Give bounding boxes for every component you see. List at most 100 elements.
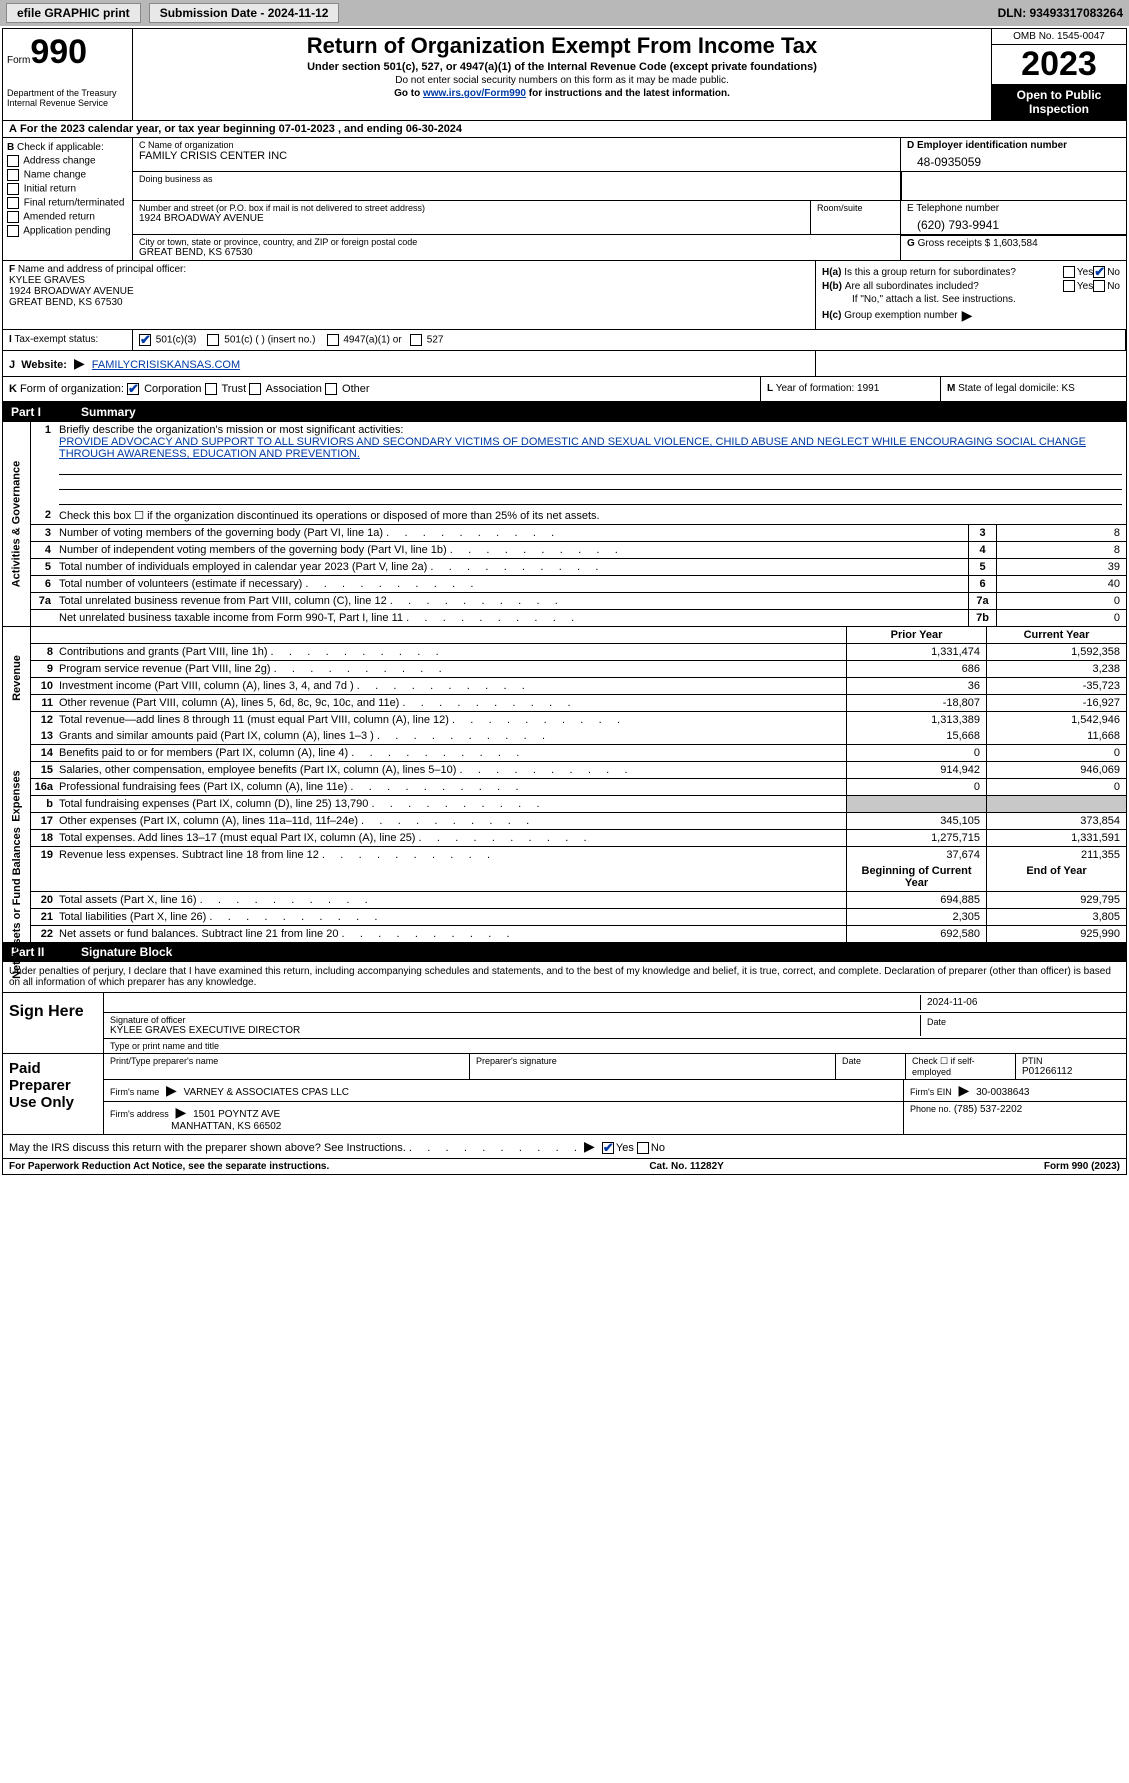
perjury-statement: Under penalties of perjury, I declare th…: [3, 962, 1126, 992]
prior-val: 694,885: [846, 892, 986, 908]
other-label: Other: [342, 383, 370, 395]
application-pending-checkbox[interactable]: [7, 225, 19, 237]
line-num: [31, 610, 55, 626]
prior-val: 686: [846, 661, 986, 677]
firm-addr2: MANHATTAN, KS 66502: [171, 1121, 281, 1132]
line-num: 16a: [31, 779, 55, 795]
part2-title: Signature Block: [81, 945, 172, 959]
current-val: 1,331,591: [986, 830, 1126, 846]
amended-return-checkbox[interactable]: [7, 211, 19, 223]
label-ha: H(a): [822, 267, 841, 278]
discuss-text: May the IRS discuss this return with the…: [9, 1142, 406, 1154]
501c-checkbox[interactable]: [207, 334, 219, 346]
ha-yes-checkbox[interactable]: [1063, 266, 1075, 278]
line-text: Salaries, other compensation, employee b…: [55, 762, 846, 778]
line-box: 4: [968, 542, 996, 558]
current-val: [986, 796, 1126, 812]
label-m: M: [947, 383, 955, 394]
dept-treasury: Department of the Treasury Internal Reve…: [7, 88, 128, 108]
label-b: B: [7, 142, 14, 153]
arrow-icon: ▶: [176, 1104, 187, 1120]
final-return-label: Final return/terminated: [24, 198, 125, 209]
name-change-label: Name change: [24, 170, 86, 181]
assoc-checkbox[interactable]: [249, 383, 261, 395]
preparer-date-label: Date: [842, 1056, 899, 1066]
current-val: 3,805: [986, 909, 1126, 925]
gross-receipts-value: 1,603,584: [993, 238, 1038, 249]
line-num: 6: [31, 576, 55, 592]
line-text: Other expenses (Part IX, column (A), lin…: [55, 813, 846, 829]
revenue-section: Revenue Prior YearCurrent Year 8Contribu…: [3, 626, 1126, 728]
final-return-checkbox[interactable]: [7, 197, 19, 209]
address-change-label: Address change: [23, 156, 95, 167]
sign-here-label: Sign Here: [3, 993, 103, 1053]
sig-date: 2024-11-06: [920, 995, 1120, 1010]
form-footer: For Paperwork Reduction Act Notice, see …: [3, 1159, 1126, 1174]
ein-value: 48-0935059: [907, 151, 1120, 169]
trust-checkbox[interactable]: [205, 383, 217, 395]
efile-button[interactable]: efile GRAPHIC print: [6, 3, 141, 23]
501c3-checkbox[interactable]: [139, 334, 151, 346]
discuss-row: May the IRS discuss this return with the…: [3, 1135, 1126, 1159]
label-f: F: [9, 264, 15, 275]
line-num: 9: [31, 661, 55, 677]
line-val: 8: [996, 525, 1126, 541]
side-rev: Revenue: [11, 655, 23, 701]
label-a: A: [9, 123, 17, 135]
discuss-no-checkbox[interactable]: [637, 1142, 649, 1154]
line-num: 11: [31, 695, 55, 711]
city-label: City or town, state or province, country…: [139, 237, 894, 247]
row-a-period: A For the 2023 calendar year, or tax yea…: [3, 121, 1126, 138]
paperwork-notice: For Paperwork Reduction Act Notice, see …: [9, 1161, 329, 1172]
ptin-label: PTIN: [1022, 1056, 1120, 1066]
prior-val: 1,331,474: [846, 644, 986, 660]
501c-label: 501(c) ( ) (insert no.): [224, 335, 315, 346]
arrow-icon: ▶: [166, 1082, 177, 1098]
irs-link[interactable]: www.irs.gov/Form990: [423, 88, 526, 99]
date-label: Date: [927, 1017, 1114, 1027]
line-val: 0: [996, 610, 1126, 626]
prior-val: 1,313,389: [846, 712, 986, 728]
discuss-yes-checkbox[interactable]: [602, 1142, 614, 1154]
org-name: FAMILY CRISIS CENTER INC: [139, 150, 894, 162]
prior-val: 1,275,715: [846, 830, 986, 846]
line-box: 7b: [968, 610, 996, 626]
line-num: 15: [31, 762, 55, 778]
corp-checkbox[interactable]: [127, 383, 139, 395]
phone-value: (620) 793-9941: [907, 214, 1120, 232]
line-text: Total number of volunteers (estimate if …: [55, 576, 968, 592]
initial-return-checkbox[interactable]: [7, 183, 19, 195]
label-j: J: [9, 359, 15, 371]
label-i: I: [9, 334, 12, 345]
hb-no-checkbox[interactable]: [1093, 280, 1105, 292]
line-text: Total liabilities (Part X, line 26): [55, 909, 846, 925]
hb-yes-checkbox[interactable]: [1063, 280, 1075, 292]
4947-checkbox[interactable]: [327, 334, 339, 346]
current-val: 0: [986, 745, 1126, 761]
hb-text: Are all subordinates included?: [845, 281, 1063, 292]
line-num: 10: [31, 678, 55, 694]
tax-year: 2023: [992, 45, 1126, 84]
form-prefix: Form: [7, 55, 30, 66]
firm-ein: 30-0038643: [976, 1087, 1029, 1098]
current-val: 373,854: [986, 813, 1126, 829]
paid-preparer-label: Paid Preparer Use Only: [3, 1054, 103, 1134]
line-num: 13: [31, 728, 55, 744]
line-text: Other revenue (Part VIII, column (A), li…: [55, 695, 846, 711]
address-change-checkbox[interactable]: [7, 155, 19, 167]
mission-label: Briefly describe the organization's miss…: [59, 424, 403, 436]
ein-label: D Employer identification number: [907, 140, 1120, 151]
street-label: Number and street (or P.O. box if mail i…: [139, 203, 804, 213]
preparer-name-label: Print/Type preparer's name: [110, 1056, 463, 1066]
name-change-checkbox[interactable]: [7, 169, 19, 181]
prior-val: -18,807: [846, 695, 986, 711]
website-link[interactable]: FAMILYCRISISKANSAS.COM: [92, 359, 240, 371]
ha-no-checkbox[interactable]: [1093, 266, 1105, 278]
line-num: 4: [31, 542, 55, 558]
arrow-icon: ▶: [584, 1138, 595, 1154]
activities-governance: Activities & Governance 1 Briefly descri…: [3, 422, 1126, 626]
527-checkbox[interactable]: [410, 334, 422, 346]
current-year-header: Current Year: [986, 627, 1126, 643]
other-checkbox[interactable]: [325, 383, 337, 395]
tax-exempt-label: Tax-exempt status:: [14, 334, 98, 345]
